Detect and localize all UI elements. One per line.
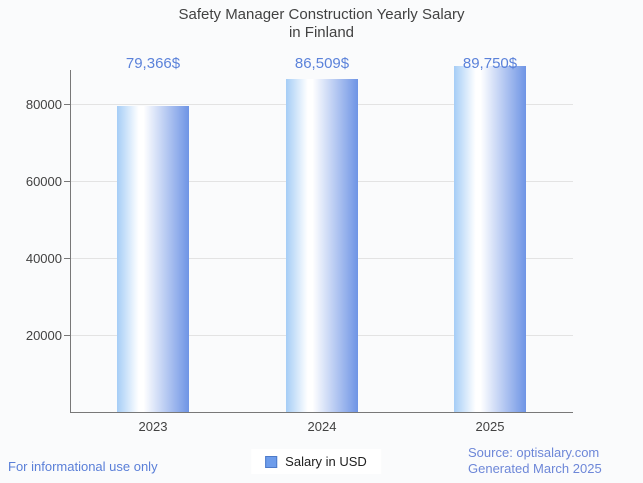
x-axis-label-2023: 2023 [138,419,168,434]
y-axis-label: 80000 [25,97,62,112]
x-axis-line [70,412,573,413]
chart-title: Safety Manager Construction Yearly Salar… [0,6,643,42]
plot-area [64,66,573,413]
disclaimer-text: For informational use only [8,459,158,474]
value-label-2025: 89,750$ [462,55,518,72]
bar-2025 [454,66,526,412]
x-axis-label-2024: 2024 [307,419,337,434]
bar-2024 [286,78,358,412]
chart-title-line1: Safety Manager Construction Yearly Salar… [178,6,465,23]
source-text: Source: optisalary.com [468,445,600,460]
y-tick-mark [64,104,70,105]
legend-swatch-icon [265,455,278,468]
y-axis-label: 20000 [25,328,62,343]
source-block: Source: optisalary.com Generated March 2… [468,445,602,477]
chart-title-line2: in Finland [288,24,355,41]
value-label-2023: 79,366$ [125,55,181,72]
generated-text: Generated March 2025 [468,461,602,476]
y-tick-mark [64,181,70,182]
legend-label: Salary in USD [285,454,367,469]
y-axis-label: 40000 [25,251,62,266]
y-tick-mark [64,258,70,259]
x-axis-label-2025: 2025 [475,419,505,434]
y-axis-line [70,70,71,413]
y-tick-mark [64,335,70,336]
bar-2023 [117,106,189,412]
legend: Salary in USD [251,449,381,474]
value-label-2024: 86,509$ [294,55,350,72]
y-axis-label: 60000 [25,174,62,189]
